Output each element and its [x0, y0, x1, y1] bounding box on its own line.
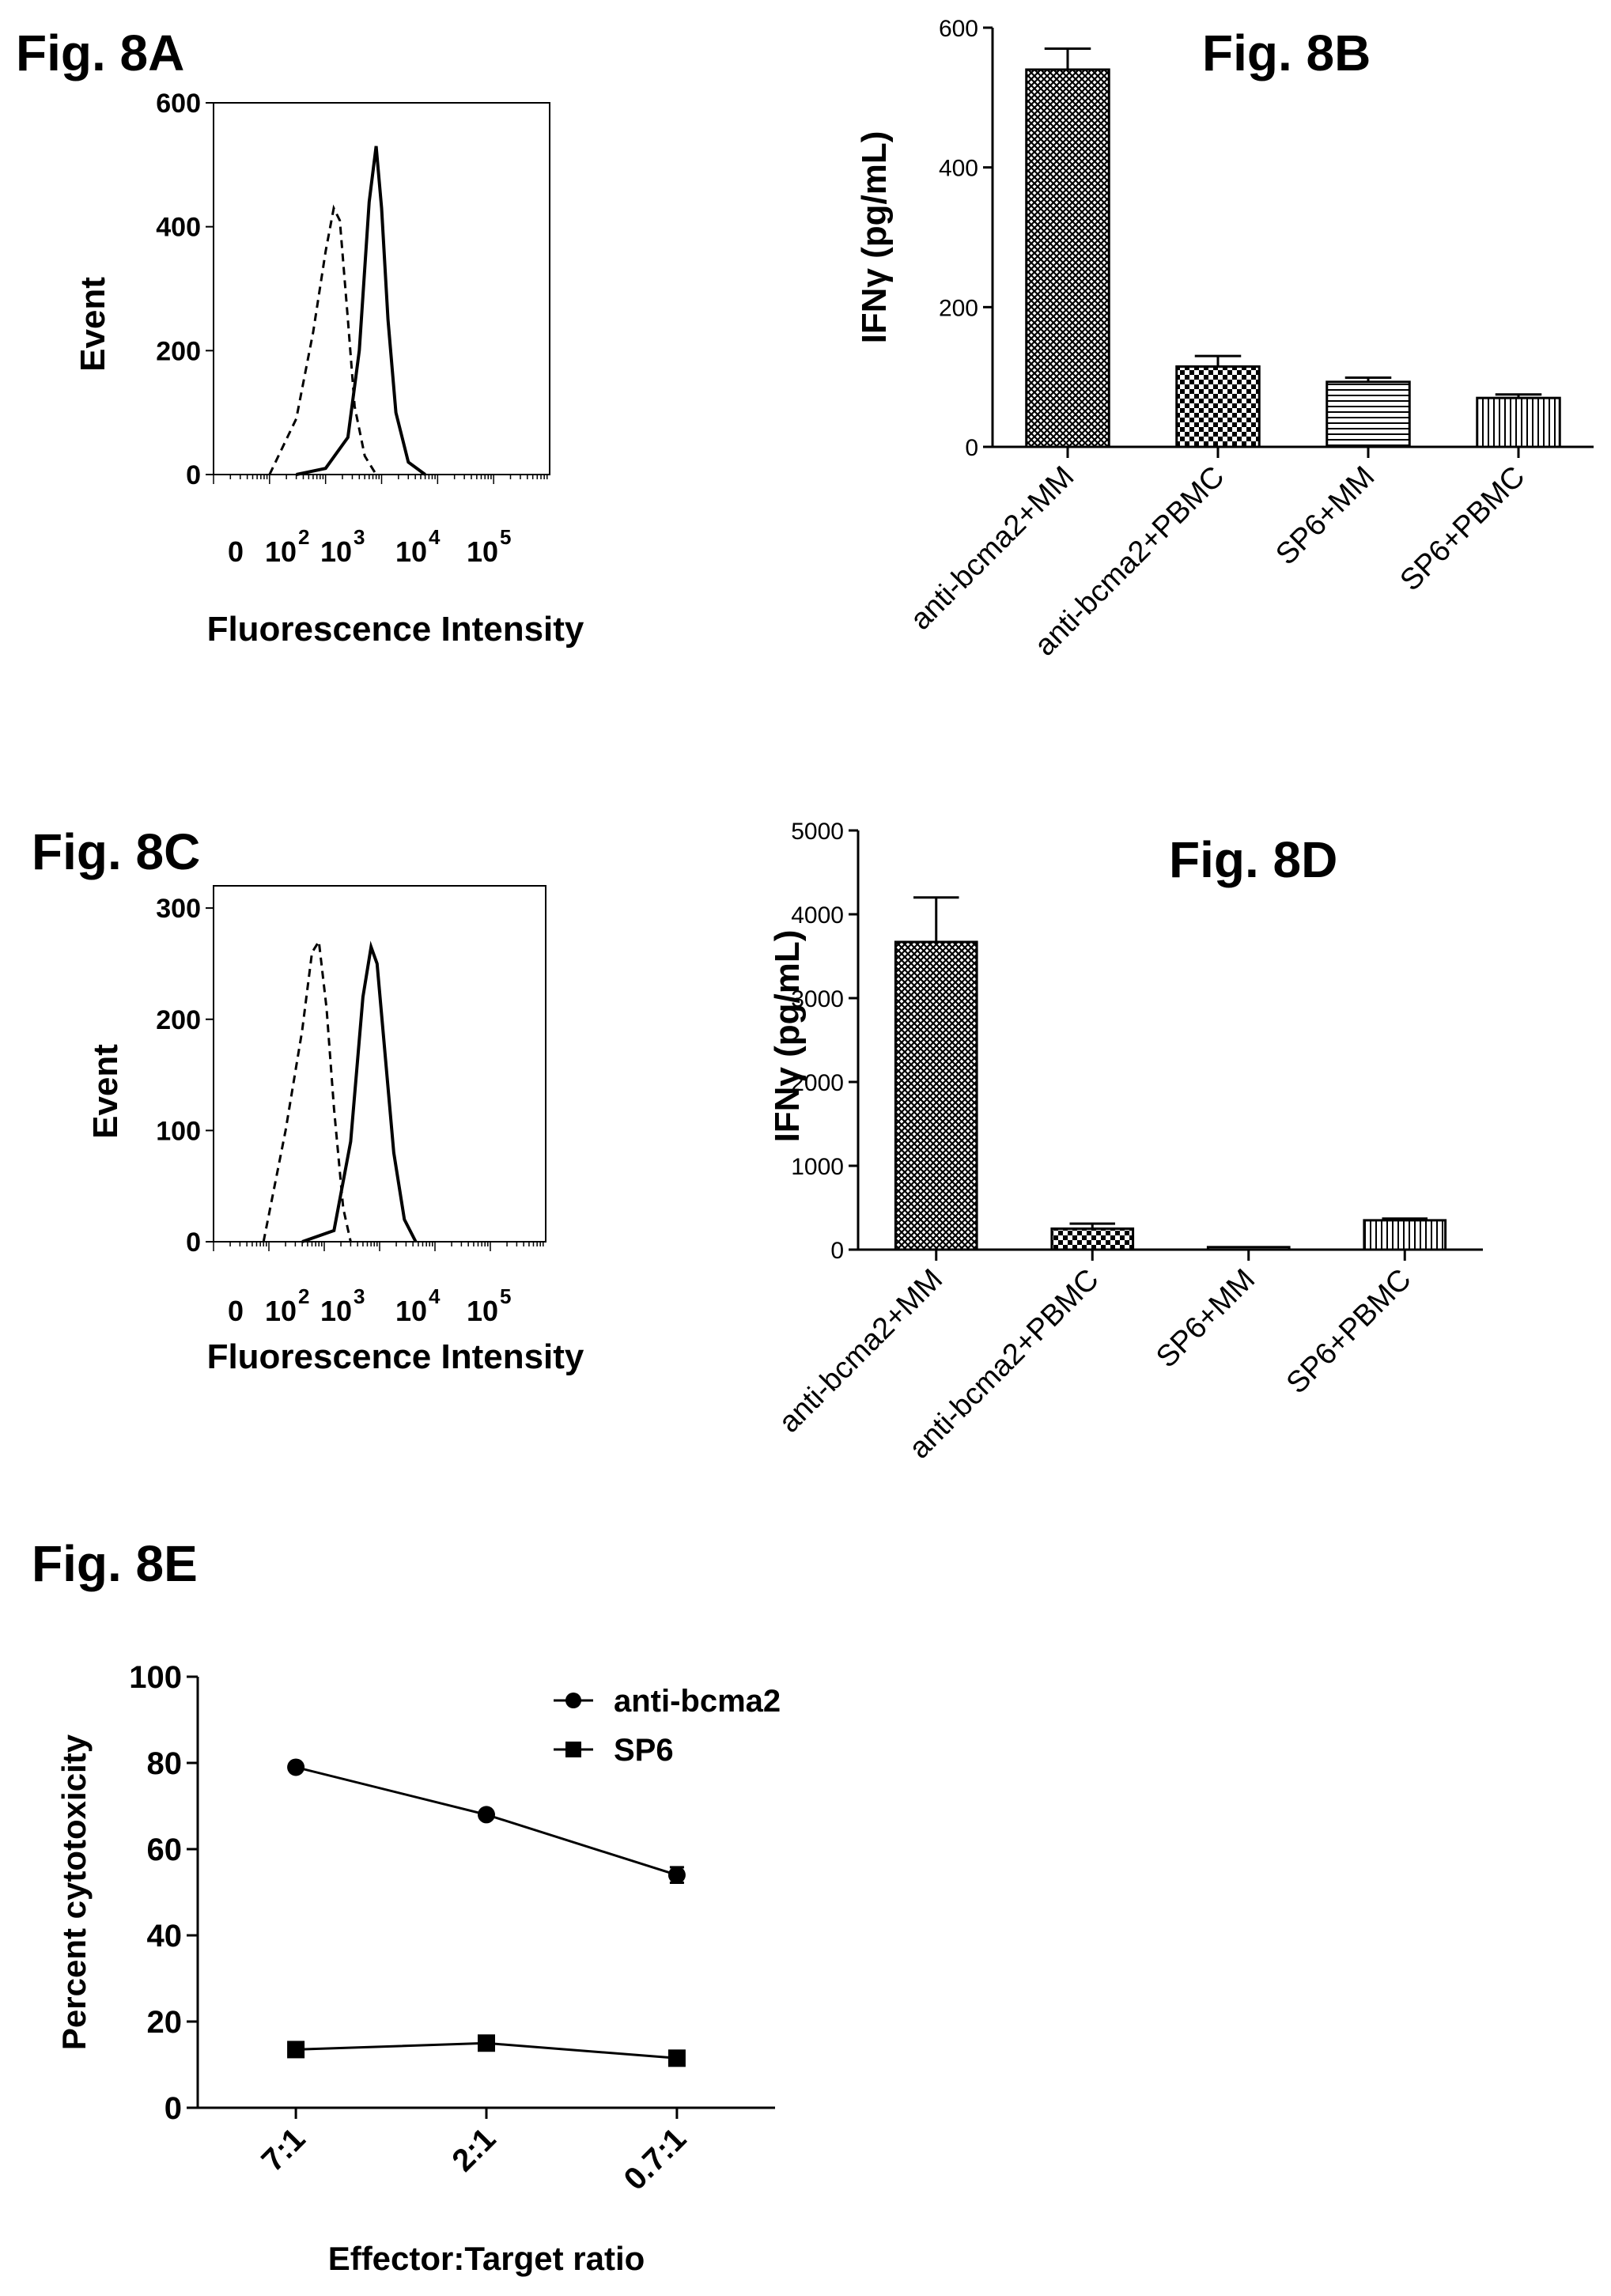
fig-8c-label: Fig. 8C: [32, 823, 201, 880]
y-tick-label: 60: [147, 1833, 183, 1867]
x-tick-label: 10: [467, 535, 498, 568]
y-tick-label: 40: [147, 1919, 183, 1954]
y-tick-label: 0: [830, 1238, 844, 1264]
bar-SP6+PBMC: [1363, 1219, 1447, 1251]
x-tick-label: 2:1: [445, 2121, 502, 2178]
fig-8e-panel: 0 20 40 60 80 100 7:1 2:1 0.7:1 anti-bcma2 SP6 Effe…: [0, 1629, 949, 2294]
y-tick-label: 400: [156, 213, 201, 243]
y-tick-label: 400: [939, 156, 978, 182]
fig-8d-bar-chart: 010002000300040005000anti-bcma2+MManti-b…: [768, 819, 1483, 1466]
bar-anti-bcma2+MM: [894, 940, 978, 1251]
legend-marker: [565, 1742, 581, 1757]
x-tick-label: 10: [265, 1295, 297, 1327]
y-tick-label: 0: [186, 1227, 201, 1258]
fig-8e-line-chart: 0 20 40 60 80 100 7:1 2:1 0.7:1 anti-bcma2 SP6 Effe…: [55, 1660, 781, 2277]
dashed-histogram-curve: [268, 204, 377, 475]
x-tick-label: 10: [265, 535, 297, 568]
data-point-SP6: [667, 2049, 686, 2067]
x-tick-exponent: 4: [429, 1284, 441, 1308]
x-axis-title: Fluorescence Intensity: [207, 1337, 584, 1376]
x-tick-label: 10: [320, 535, 352, 568]
category-label: SP6+MM: [1150, 1263, 1261, 1375]
x-tick-label: 10: [395, 535, 427, 568]
y-tick-label: 2000: [791, 1070, 844, 1096]
y-tick-label: 3000: [791, 986, 844, 1012]
bar-anti-bcma2+MM: [1025, 68, 1110, 448]
y-tick-label: 80: [147, 1746, 183, 1781]
y-axis-title: IFNγ (pg/mL): [855, 131, 894, 344]
bar-anti-bcma2+PBMC: [1050, 1227, 1135, 1251]
plot-frame: [213, 102, 550, 475]
y-tick-label: 20: [147, 2005, 183, 2040]
y-tick-label: 0: [186, 460, 201, 490]
x-tick-exponent: 5: [500, 525, 511, 549]
x-tick-exponent: 4: [429, 525, 441, 549]
y-axis-title: Event: [86, 1044, 125, 1139]
data-point-SP6: [287, 2041, 305, 2059]
y-axis-title: Percent cytotoxicity: [55, 1734, 93, 2050]
solid-histogram-curve: [296, 146, 426, 476]
y-tick-label: 200: [156, 1005, 201, 1035]
category-label: SP6+MM: [1269, 460, 1381, 572]
x-tick-exponent: 3: [354, 525, 365, 549]
data-point-anti-bcma2: [478, 1806, 495, 1824]
fig-8b-label: Fig. 8B: [1202, 25, 1371, 81]
fig-8b-panel: 0 200 400 600 anti-bcma2+MM anti-bcma2+PBMC SP…: [838, 0, 1598, 791]
y-tick-label: 100: [129, 1660, 182, 1695]
x-tick-label: 0: [228, 535, 244, 568]
y-tick-label: 200: [156, 336, 201, 366]
solid-histogram-curve: [301, 940, 418, 1243]
fig-8a-label: Fig. 8A: [16, 25, 185, 81]
x-axis-title: Fluorescence Intensity: [207, 610, 584, 649]
bar-SP6+MM: [1325, 380, 1411, 448]
dashed-histogram-curve: [262, 937, 352, 1243]
y-tick-label: 100: [156, 1116, 201, 1146]
legend-label: SP6: [614, 1733, 674, 1768]
fig-8d-label: Fig. 8D: [1169, 831, 1338, 888]
bar-SP6+PBMC: [1476, 396, 1561, 448]
x-tick-exponent: 5: [500, 1284, 511, 1308]
y-tick-label: 200: [939, 295, 978, 321]
legend-marker: [565, 1693, 581, 1708]
y-tick-label: 600: [156, 89, 201, 119]
x-tick-label: 0.7:1: [618, 2121, 694, 2197]
x-tick-label: 10: [320, 1295, 352, 1327]
y-tick-label: 0: [965, 435, 978, 461]
x-tick-exponent: 2: [298, 525, 309, 549]
y-tick-label: 0: [165, 2091, 182, 2126]
fig-8e-label: Fig. 8E: [32, 1535, 198, 1592]
x-tick-label: 10: [395, 1295, 427, 1327]
x-tick-label: 10: [467, 1295, 498, 1327]
fig-8d-panel: 0 1000 2000 3000 4000 5000 anti-bcma2+MM anti-b…: [759, 799, 1598, 1534]
bar-SP6+MM: [1206, 1246, 1291, 1251]
x-tick-exponent: 3: [354, 1284, 365, 1308]
x-tick-exponent: 2: [298, 1284, 309, 1308]
data-point-SP6: [478, 2034, 495, 2052]
fig-8c-panel: 0 100 200 300 0 10 2 10 3 10 4 10 5 Fluorescence Inte…: [0, 862, 712, 1416]
data-point-anti-bcma2: [667, 1866, 686, 1884]
y-tick-label: 600: [939, 16, 978, 42]
data-point-anti-bcma2: [287, 1758, 305, 1776]
y-tick-label: 4000: [791, 902, 844, 929]
x-axis-title: Effector:Target ratio: [328, 2240, 645, 2277]
y-axis-title: Event: [74, 277, 112, 372]
fig-8a-panel: 0 200 400 600 0 10 2 10 3 10 4 10 5 Fluorescence Inte…: [0, 87, 712, 688]
category-label: anti-bcma2+MM: [773, 1263, 949, 1439]
y-tick-label: 300: [156, 894, 201, 924]
x-tick-label: 7:1: [255, 2121, 312, 2178]
y-tick-label: 1000: [791, 1154, 844, 1180]
y-tick-label: 5000: [791, 819, 844, 845]
category-label: SP6+PBMC: [1280, 1263, 1418, 1401]
bar-anti-bcma2+PBMC: [1175, 365, 1261, 448]
plot-frame: [213, 885, 546, 1243]
category-label: anti-bcma2+MM: [904, 460, 1080, 637]
x-tick-label: 0: [228, 1295, 244, 1327]
category-label: SP6+PBMC: [1394, 460, 1532, 598]
legend-label: anti-bcma2: [614, 1684, 781, 1719]
y-axis-title: IFNγ (pg/mL): [768, 930, 807, 1143]
